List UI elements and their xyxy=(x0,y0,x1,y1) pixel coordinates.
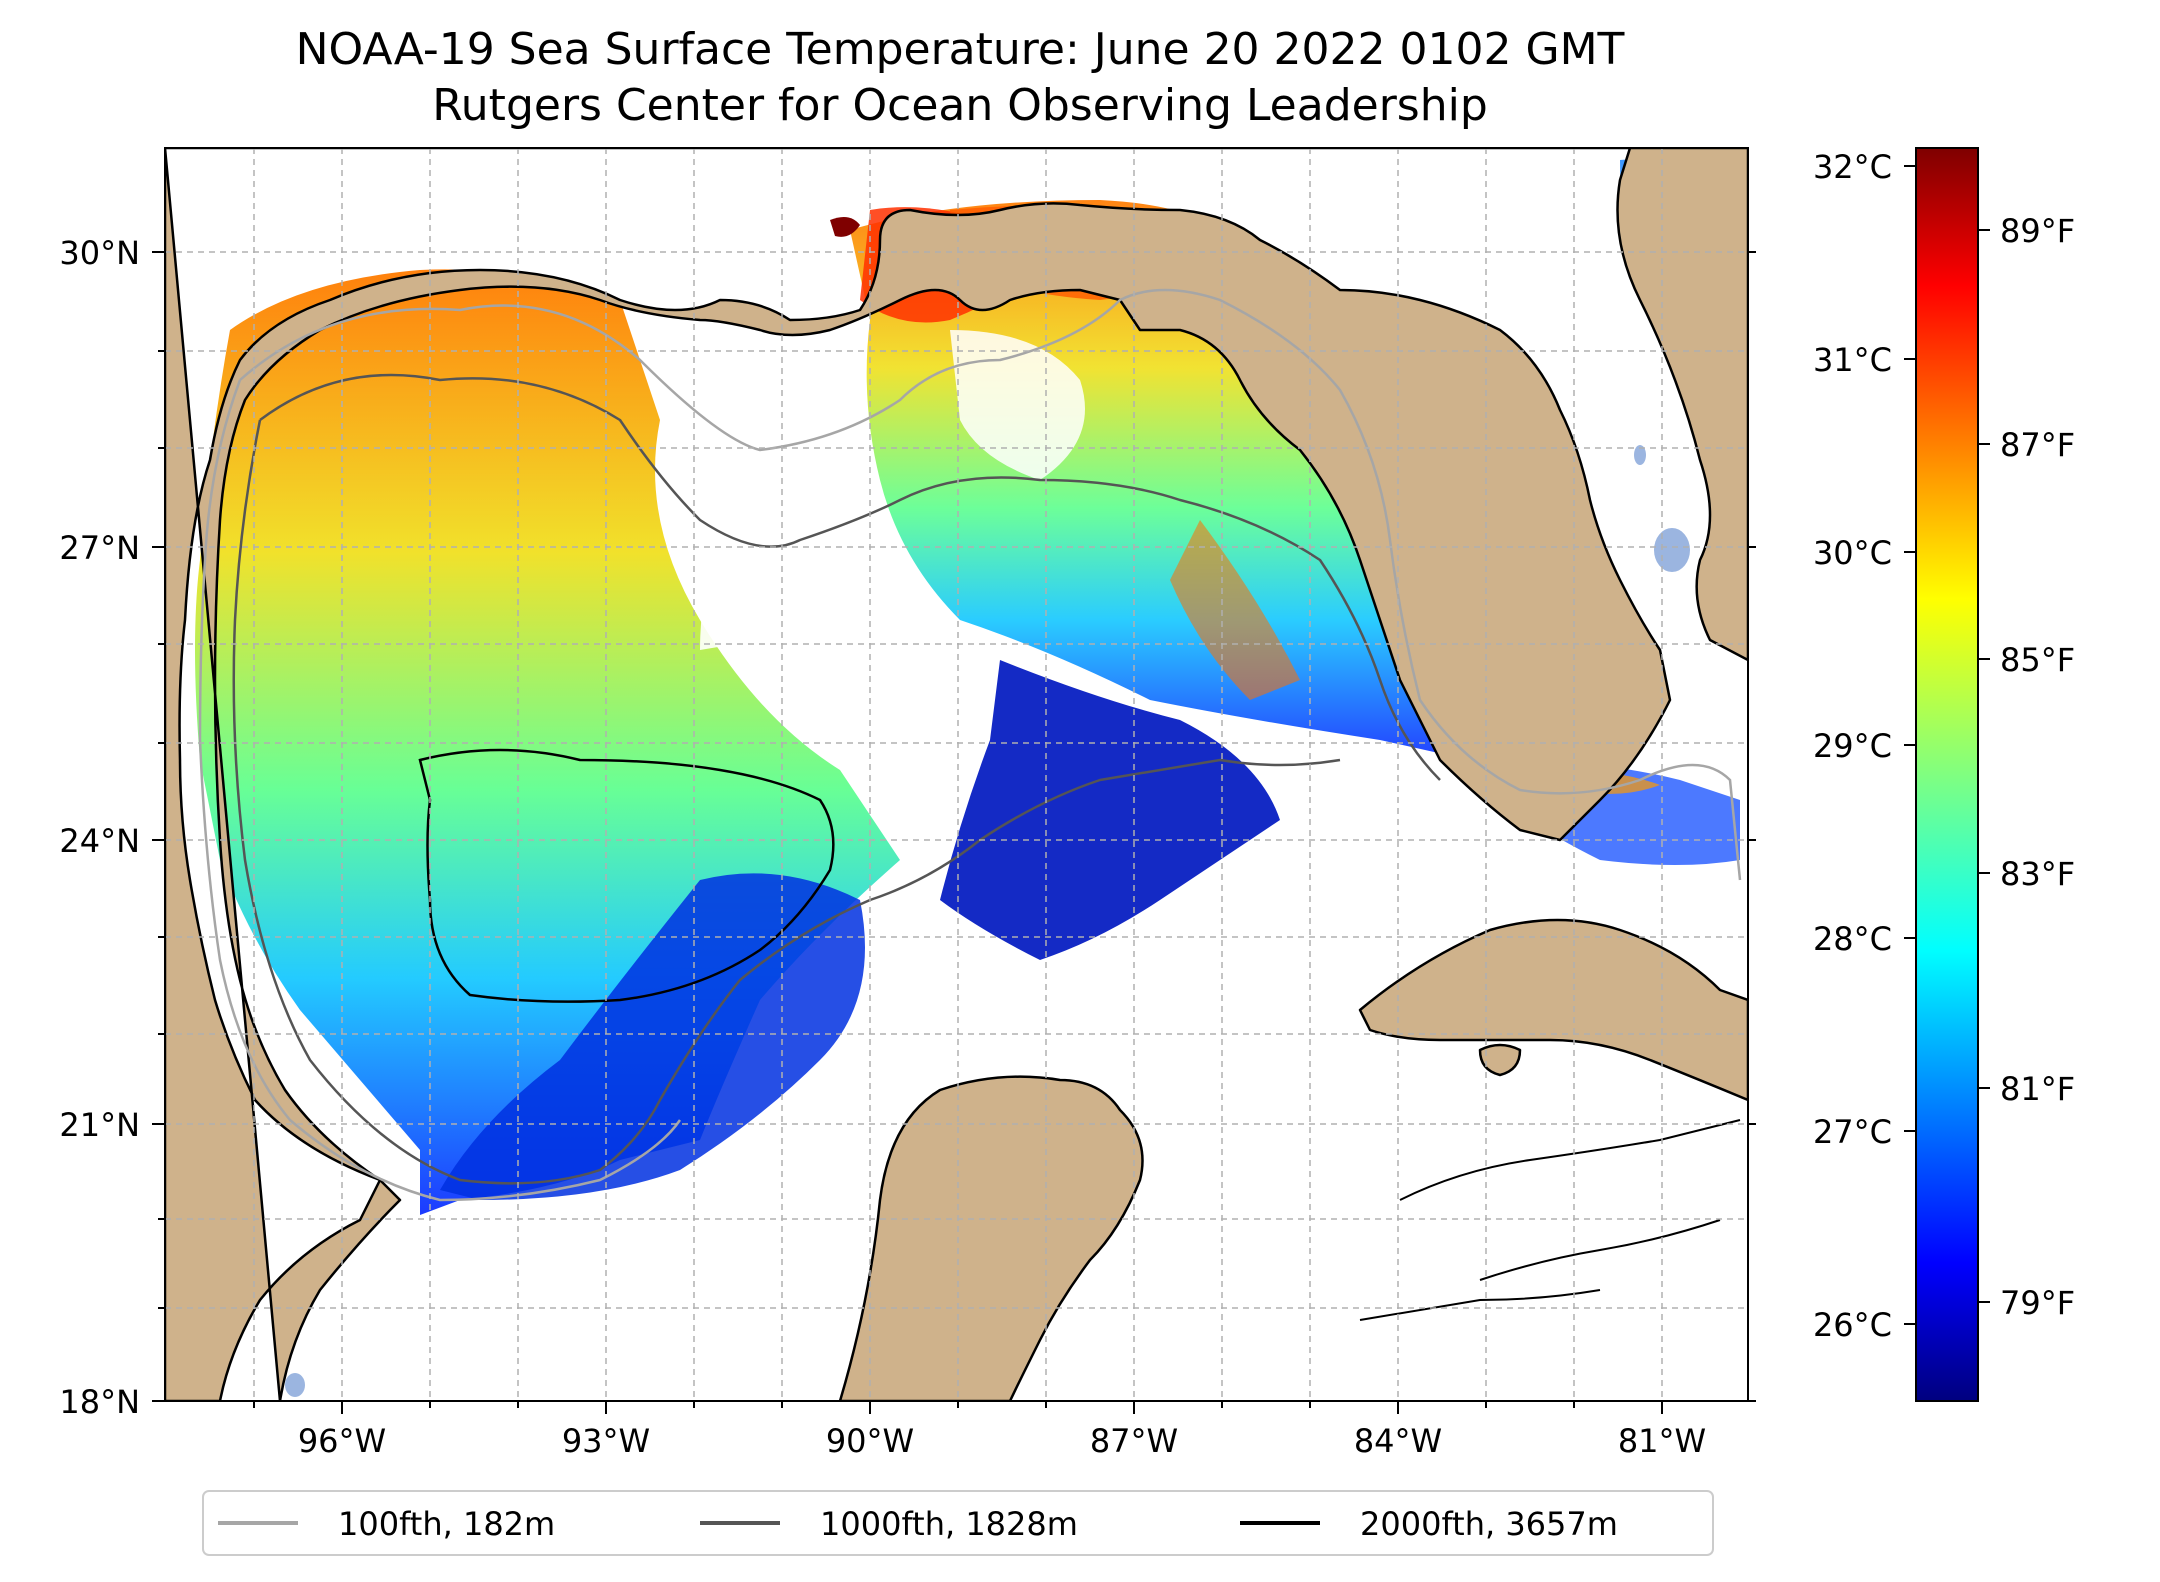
map-frame xyxy=(164,147,1749,1402)
legend-item-2000fth: 2000fth, 3657m xyxy=(1240,1505,1618,1543)
contour-100fth xyxy=(198,288,1742,1202)
map-area xyxy=(165,148,1748,1401)
lat-labels: 30°N 27°N 24°N 21°N 18°N xyxy=(59,234,140,1421)
legend-label: 2000fth, 3657m xyxy=(1360,1505,1618,1543)
legend-label: 1000fth, 1828m xyxy=(820,1505,1078,1543)
legend-item-1000fth: 1000fth, 1828m xyxy=(700,1505,1078,1543)
map-title: NOAA-19 Sea Surface Temperature: June 20… xyxy=(295,24,1625,75)
colorbar-celsius-label: 27°C xyxy=(1813,1113,1892,1151)
lon-labels: 96°W 93°W 90°W 87°W 84°W 81°W xyxy=(298,1422,1706,1460)
colorbar-fahrenheit-label: 89°F xyxy=(2000,212,2075,250)
axis-ticks xyxy=(152,251,1756,1414)
lakes-layer xyxy=(285,445,1690,1397)
colorbar-gradient xyxy=(1915,147,1979,1402)
legend-box xyxy=(202,1490,1714,1556)
map-subtitle: Rutgers Center for Ocean Observing Leade… xyxy=(432,80,1488,131)
colorbar-fahrenheit-label: 81°F xyxy=(2000,1070,2075,1108)
lon-label-96w: 96°W xyxy=(298,1422,386,1460)
contour-legend: 100fth, 182m 1000fth, 1828m 2000fth, 365… xyxy=(202,1490,1714,1556)
lon-label-87w: 87°W xyxy=(1090,1422,1178,1460)
contour-1000fth xyxy=(232,373,1441,1185)
colorbar-celsius-label: 29°C xyxy=(1813,727,1892,765)
colorbar-celsius-label: 31°C xyxy=(1813,341,1892,379)
colorbar: 32°C 31°C 30°C 29°C 28°C 27°C 26°C 89°F … xyxy=(1813,147,2075,1402)
lat-label-30n: 30°N xyxy=(59,234,140,272)
lon-label-81w: 81°W xyxy=(1618,1422,1706,1460)
bathymetry-contours xyxy=(198,288,1742,1321)
lon-label-90w: 90°W xyxy=(826,1422,914,1460)
lat-label-27n: 27°N xyxy=(59,529,140,567)
legend-item-100fth: 100fth, 182m xyxy=(218,1505,555,1543)
colorbar-celsius-label: 30°C xyxy=(1813,534,1892,572)
lon-label-93w: 93°W xyxy=(562,1422,650,1460)
lat-label-24n: 24°N xyxy=(59,822,140,860)
legend-label: 100fth, 182m xyxy=(338,1505,555,1543)
colorbar-fahrenheit-label: 83°F xyxy=(2000,855,2075,893)
lat-label-21n: 21°N xyxy=(59,1106,140,1144)
lon-label-84w: 84°W xyxy=(1354,1422,1442,1460)
colorbar-fahrenheit-label: 85°F xyxy=(2000,641,2075,679)
colorbar-celsius-label: 26°C xyxy=(1813,1306,1892,1344)
colorbar-celsius-label: 28°C xyxy=(1813,920,1892,958)
colorbar-fahrenheit-label: 87°F xyxy=(2000,426,2075,464)
land-layer xyxy=(165,148,1748,1401)
lat-label-18n: 18°N xyxy=(59,1383,140,1421)
colorbar-fahrenheit-label: 79°F xyxy=(2000,1284,2075,1322)
contour-2000fth xyxy=(418,748,835,1003)
colorbar-celsius-label: 32°C xyxy=(1813,148,1892,186)
